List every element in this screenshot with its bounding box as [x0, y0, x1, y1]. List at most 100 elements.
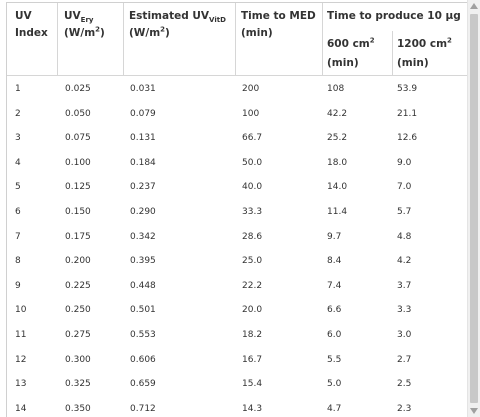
table-row: 14 0.350 0.712 14.3 4.7 2.3	[7, 396, 467, 417]
header-uv-ery: UVEry (W/m2)	[64, 9, 124, 41]
cell-time-600: 14.0	[327, 182, 348, 193]
header-time-med-line1: Time to MED	[241, 10, 316, 22]
table-row: 6 0.150 0.290 33.3 11.4 5.7	[7, 199, 467, 224]
header-area-1200-unit: (min)	[397, 57, 429, 69]
cell-time-med: 16.7	[242, 354, 263, 365]
table-row: 3 0.075 0.131 66.7 25.2 12.6	[7, 125, 467, 150]
scroll-thumb[interactable]	[470, 14, 478, 403]
scroll-up-button[interactable]	[468, 0, 480, 12]
header-uv-vitd-unit-close: )	[165, 27, 170, 39]
cell-time-600: 6.0	[327, 330, 342, 340]
cell-time-med: 100	[242, 108, 260, 119]
cell-time-600: 5.0	[327, 379, 342, 390]
table-row: 13 0.325 0.659 15.4 5.0 2.5	[7, 371, 467, 396]
scroll-down-button[interactable]	[468, 405, 480, 417]
cell-uv-ery: 0.125	[65, 182, 91, 193]
header-uv-ery-sub: Ery	[80, 16, 94, 25]
header-uv-vitd-unit-sup: 2	[160, 25, 166, 34]
cell-uv-ery: 0.050	[65, 108, 91, 119]
cell-time-med: 14.3	[242, 403, 263, 414]
cell-uv-index: 1	[15, 84, 21, 94]
cell-uv-ery: 0.150	[65, 207, 91, 217]
cell-uv-ery: 0.200	[65, 256, 91, 267]
cell-time-1200: 4.2	[397, 256, 412, 267]
cell-time-med: 200	[242, 84, 260, 94]
table-row: 5 0.125 0.237 40.0 14.0 7.0	[7, 174, 467, 199]
cell-uv-ery: 0.300	[65, 354, 91, 365]
cell-uv-ery: 0.250	[65, 305, 91, 316]
cell-uv-index: 13	[15, 379, 27, 390]
triangle-down-icon	[470, 408, 478, 414]
header-uv-vitd-main: Estimated UV	[129, 10, 210, 22]
table-row: 10 0.250 0.501 20.0 6.6 3.3	[7, 297, 467, 322]
header-uv-vitd-unit: (W/m	[129, 27, 161, 39]
cell-uv-ery: 0.275	[65, 330, 91, 340]
vertical-scrollbar[interactable]	[467, 0, 480, 417]
cell-time-600: 108	[327, 84, 345, 94]
cell-time-med: 50.0	[242, 157, 263, 168]
table-row: 7 0.175 0.342 28.6 9.7 4.8	[7, 224, 467, 249]
table-row: 1 0.025 0.031 200 108 53.9	[7, 76, 467, 101]
cell-uv-vitd: 0.131	[130, 133, 156, 144]
cell-uv-index: 11	[15, 330, 27, 340]
triangle-up-icon	[470, 3, 478, 9]
cell-time-1200: 12.6	[397, 133, 418, 144]
cell-uv-index: 5	[15, 182, 21, 193]
cell-uv-index: 12	[15, 354, 27, 365]
cell-time-med: 22.2	[242, 280, 263, 291]
cell-time-600: 5.5	[327, 354, 342, 365]
cell-uv-vitd: 0.342	[130, 231, 156, 242]
cell-uv-ery: 0.325	[65, 379, 91, 390]
cell-time-1200: 3.7	[397, 280, 412, 291]
header-uv-ery-unit-sup: 2	[95, 25, 101, 34]
cell-time-med: 25.0	[242, 256, 263, 267]
header-bottom-border	[7, 75, 467, 76]
cell-uv-vitd: 0.659	[130, 379, 156, 390]
cell-uv-vitd: 0.079	[130, 108, 156, 119]
header-divider-2	[123, 3, 124, 75]
cell-uv-vitd: 0.184	[130, 157, 156, 168]
cell-time-600: 9.7	[327, 231, 342, 242]
cell-uv-index: 3	[15, 133, 21, 144]
table-row: 4 0.100 0.184 50.0 18.0 9.0	[7, 150, 467, 175]
cell-uv-ery: 0.350	[65, 403, 91, 414]
header-area-1200-sup: 2	[447, 36, 452, 45]
header-area-1200: 1200 cm2 (min)	[397, 37, 467, 71]
cell-time-1200: 5.7	[397, 207, 412, 217]
table-row: 9 0.225 0.448 22.2 7.4 3.7	[7, 273, 467, 298]
cell-uv-ery: 0.175	[65, 231, 91, 242]
header-uv-vitd-sub: VitD	[209, 16, 226, 25]
cell-time-1200: 7.0	[397, 182, 412, 193]
cell-uv-index: 7	[15, 231, 21, 242]
cell-time-med: 20.0	[242, 305, 263, 316]
cell-time-1200: 3.3	[397, 305, 412, 316]
data-table: UV Index UVEry (W/m2) Estimated UVVitD (…	[6, 2, 468, 417]
cell-uv-ery: 0.225	[65, 280, 91, 291]
cell-uv-vitd: 0.606	[130, 354, 156, 365]
cell-uv-index: 14	[15, 403, 27, 414]
cell-uv-vitd: 0.553	[130, 330, 156, 340]
header-divider-1	[57, 3, 58, 75]
header-area-600-unit: (min)	[327, 57, 359, 69]
header-area-1200-main: 1200 cm	[397, 38, 448, 50]
cell-uv-ery: 0.100	[65, 157, 91, 168]
header-uv-index: UV Index	[15, 9, 55, 41]
cell-time-600: 4.7	[327, 403, 342, 414]
table-row: 8 0.200 0.395 25.0 8.4 4.2	[7, 248, 467, 273]
cell-uv-vitd: 0.395	[130, 256, 156, 267]
cell-uv-vitd: 0.712	[130, 403, 156, 414]
header-uv-ery-main: UV	[64, 10, 81, 22]
header-time-med-line2: (min)	[241, 27, 273, 39]
cell-time-600: 7.4	[327, 280, 342, 291]
cell-time-1200: 53.9	[397, 84, 418, 94]
cell-time-1200: 9.0	[397, 157, 412, 168]
cell-time-med: 66.7	[242, 133, 263, 144]
cell-time-1200: 4.8	[397, 231, 412, 242]
header-area-600-main: 600 cm	[327, 38, 370, 50]
cell-time-1200: 3.0	[397, 330, 412, 340]
cell-time-600: 11.4	[327, 207, 348, 217]
header-uv-vitd: Estimated UVVitD (W/m2)	[129, 9, 239, 41]
cell-uv-vitd: 0.290	[130, 207, 156, 217]
cell-uv-vitd: 0.501	[130, 305, 156, 316]
header-area-600-sup: 2	[369, 36, 375, 45]
